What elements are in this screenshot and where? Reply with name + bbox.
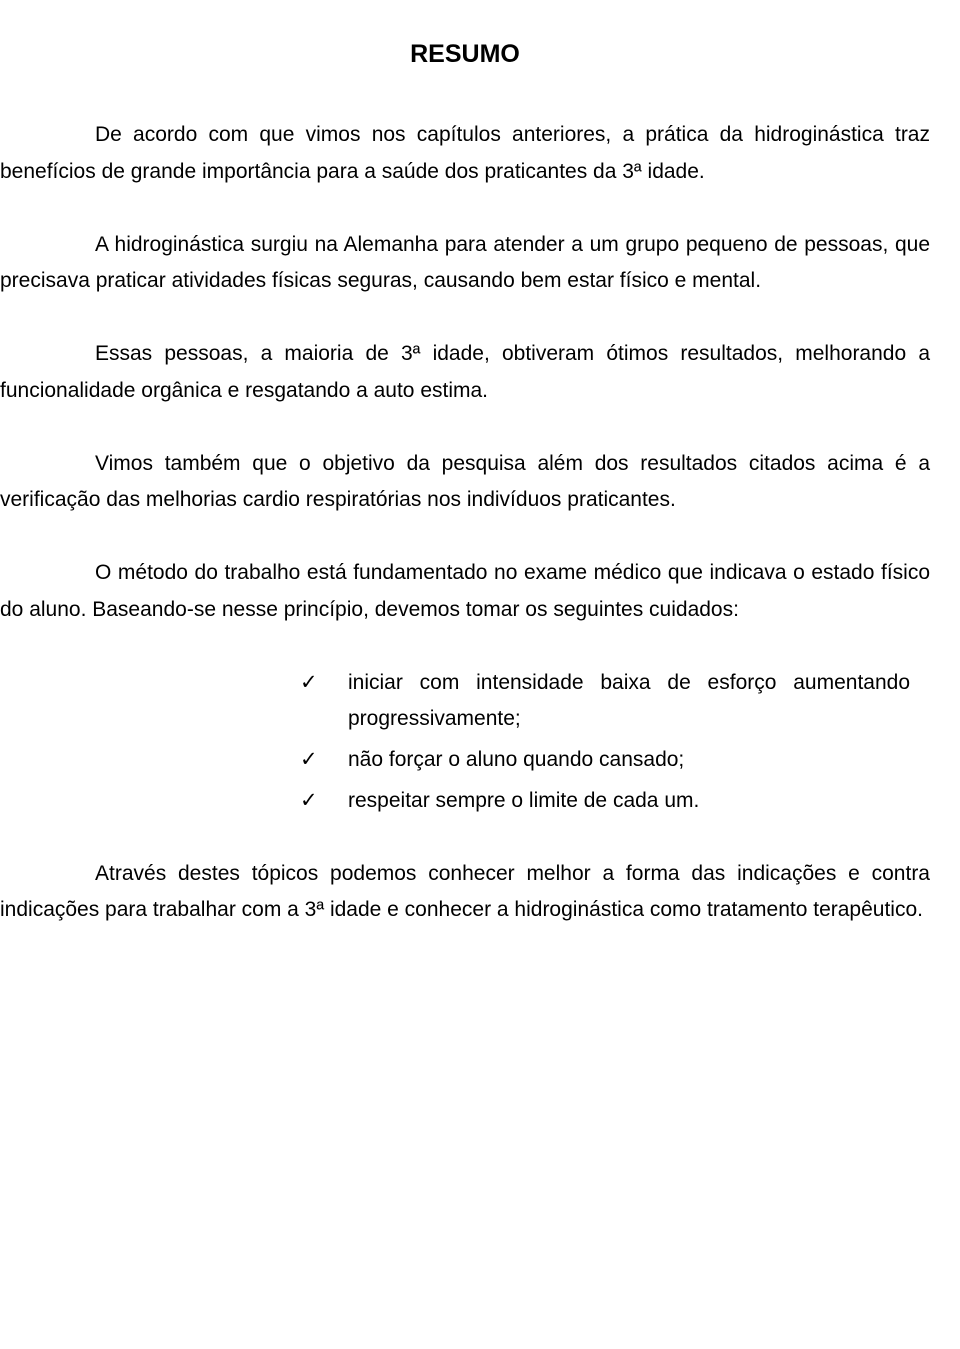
list-item-text: não forçar o aluno quando cansado; xyxy=(348,748,684,771)
list-item-text: respeitar sempre o limite de cada um. xyxy=(348,789,699,812)
paragraph: A hidroginástica surgiu na Alemanha para… xyxy=(0,227,930,301)
document-page: RESUMO De acordo com que vimos nos capít… xyxy=(0,40,930,929)
check-icon: ✓ xyxy=(300,665,318,702)
list-item: ✓ não forçar o aluno quando cansado; xyxy=(300,742,910,779)
paragraph: Através destes tópicos podemos conhecer … xyxy=(0,856,930,930)
list-item: ✓ respeitar sempre o limite de cada um. xyxy=(300,783,910,820)
bullet-list: ✓ iniciar com intensidade baixa de esfor… xyxy=(0,665,930,820)
list-item: ✓ iniciar com intensidade baixa de esfor… xyxy=(300,665,910,739)
paragraph: O método do trabalho está fundamentado n… xyxy=(0,555,930,629)
check-icon: ✓ xyxy=(300,742,318,779)
paragraph: Essas pessoas, a maioria de 3ª idade, ob… xyxy=(0,336,930,410)
page-title: RESUMO xyxy=(0,40,930,69)
check-icon: ✓ xyxy=(300,783,318,820)
list-item-text: iniciar com intensidade baixa de esforço… xyxy=(348,671,910,731)
paragraph: Vimos também que o objetivo da pesquisa … xyxy=(0,446,930,520)
paragraph: De acordo com que vimos nos capítulos an… xyxy=(0,117,930,191)
